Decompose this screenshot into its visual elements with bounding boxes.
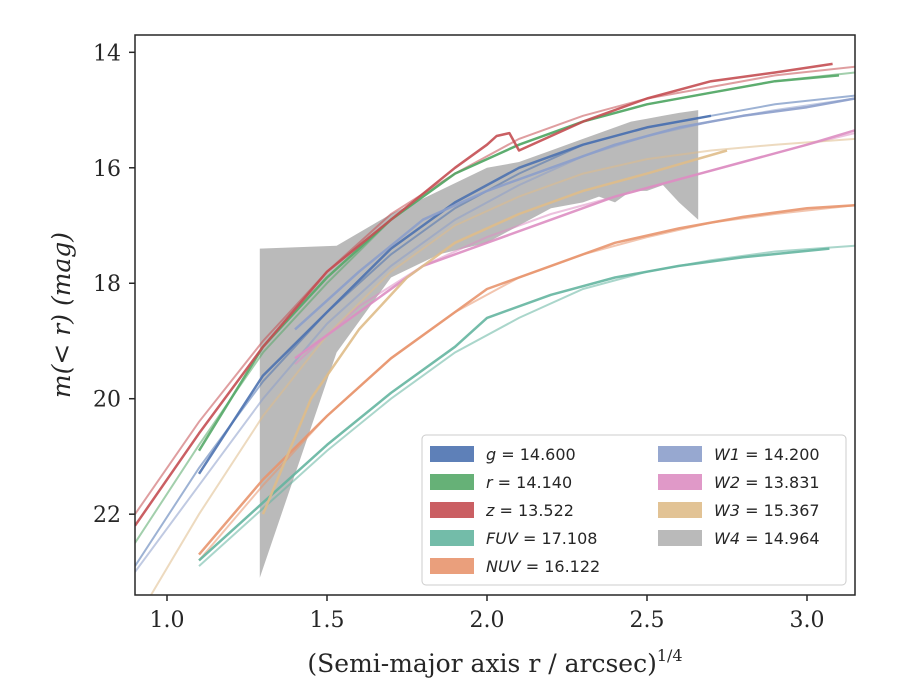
legend-swatch-fuv (430, 530, 474, 546)
legend-swatch-w1 (658, 446, 702, 462)
data-curve-r (197, 74, 840, 452)
legend-label-w3: W3 = 15.367 (714, 501, 820, 520)
y-axis-ticks: 14 16 18 20 22 (93, 41, 135, 528)
legend-swatch-nuv (430, 558, 474, 574)
y-tick-label: 16 (93, 157, 121, 182)
x-axis-ticks: 1.0 1.5 2.0 2.5 3.0 (150, 595, 825, 633)
x-axis-label-power: 1/4 (657, 646, 683, 665)
y-tick-label: 22 (93, 503, 121, 528)
y-axis-label: m(< r) (mag) (47, 232, 76, 398)
legend-label-nuv: NUV = 16.122 (486, 557, 600, 576)
data-curve-g (197, 114, 712, 475)
band-w4 (259, 110, 699, 578)
legend-label-r: r = 14.140 (486, 473, 572, 492)
x-tick-label: 3.0 (790, 608, 825, 633)
data-curve-w3 (261, 149, 728, 515)
legend-label-w2: W2 = 13.831 (714, 473, 820, 492)
model-curve-w3 (150, 137, 855, 595)
data-curve-w2 (294, 129, 855, 360)
x-tick-label: 2.5 (630, 608, 665, 633)
legend-label-g: g = 14.600 (486, 445, 576, 464)
plot-frame (134, 34, 856, 596)
x-axis-label: (Semi-major axis r / arcsec)1/4 (307, 646, 682, 678)
legend-label-fuv: FUV = 17.108 (486, 529, 597, 548)
model-curve-z (135, 65, 855, 515)
data-curves (135, 62, 855, 562)
legend-swatch-z (430, 502, 474, 518)
legend-label-w1: W1 = 14.200 (714, 445, 820, 464)
legend-swatch-w2 (658, 474, 702, 490)
legend-label-w4: W4 = 14.964 (714, 529, 820, 548)
legend-label-z: z = 13.522 (485, 501, 574, 520)
y-tick-label: 20 (93, 388, 121, 413)
x-tick-label: 2.0 (470, 608, 505, 633)
legend-swatch-w3 (658, 502, 702, 518)
data-curve-nuv (198, 204, 855, 556)
data-curve-w1 (294, 97, 855, 331)
x-axis-label-text: (Semi-major axis r / arcsec) (307, 649, 656, 678)
legend-frame (421, 434, 847, 586)
y-tick-label: 18 (93, 272, 121, 297)
uncertainty-bands (259, 110, 699, 578)
legend-swatch-r (430, 474, 474, 490)
data-curve-fuv (198, 247, 830, 562)
legend: g = 14.600 r = 14.140 z = 13.522 FUV = 17.1… (421, 434, 847, 586)
model-curve-fuv (198, 244, 855, 567)
legend-swatch-w4 (658, 530, 702, 546)
y-tick-label: 14 (93, 41, 121, 66)
legend-swatch-g (430, 446, 474, 462)
data-curve-z (135, 62, 833, 527)
x-tick-label: 1.0 (150, 608, 185, 633)
x-tick-label: 1.5 (310, 608, 345, 633)
